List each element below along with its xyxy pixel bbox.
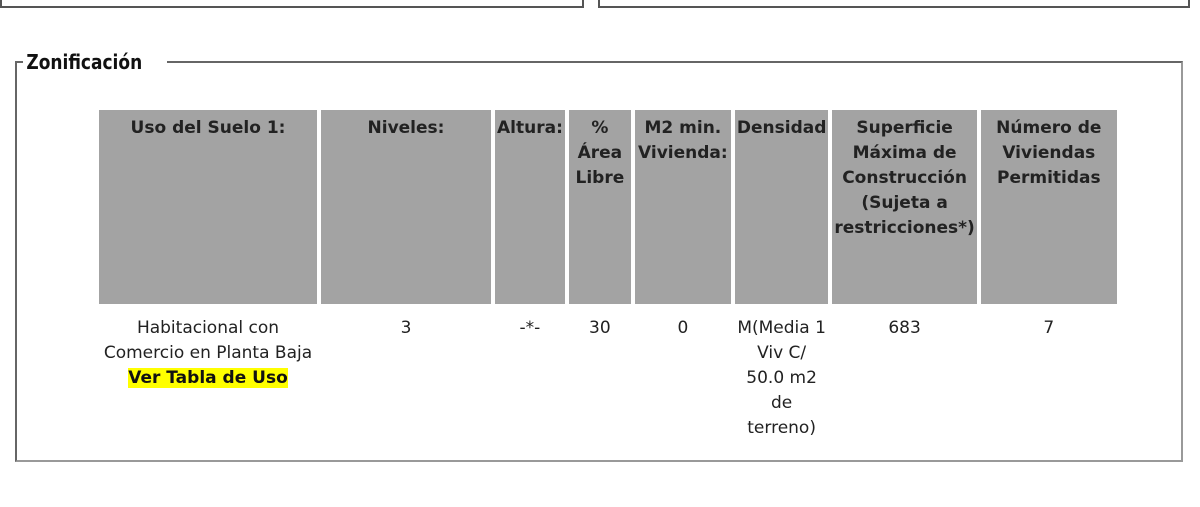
data-cell: 3 bbox=[400, 318, 412, 338]
zoning-table: Uso del Suelo 1: Niveles: Altura: % Área… bbox=[95, 106, 1121, 453]
header-cell: Uso del Suelo 1: bbox=[99, 110, 317, 304]
header-cell: Densidad bbox=[734, 110, 829, 304]
fieldset-legend: Zonificación bbox=[26, 50, 143, 74]
header-cell: Número de Viviendas Permitidas bbox=[980, 110, 1117, 304]
data-cell: 30 bbox=[589, 318, 611, 338]
data-cell: 0 bbox=[677, 318, 689, 338]
data-cell: -*- bbox=[519, 318, 541, 338]
use-table-link[interactable]: Ver Tabla de Uso bbox=[128, 368, 288, 388]
header-row: Uso del Suelo 1: Niveles: Altura: % Área… bbox=[99, 110, 1117, 304]
zoning-fieldset: Zonificación Uso del Suelo 1: Niveles: A… bbox=[15, 50, 1183, 462]
top-left-panel bbox=[0, 0, 584, 8]
data-cell: Habitacional con Comercio en Planta Baja… bbox=[99, 308, 317, 449]
cell-text: Habitacional con Comercio en Planta Baja bbox=[103, 318, 313, 363]
header-cell: Superficie Máxima de Construcción (Sujet… bbox=[832, 110, 977, 304]
top-right-panel bbox=[598, 0, 1190, 8]
data-cell: 7 bbox=[1043, 318, 1055, 338]
header-cell: M2 min. Vivienda: bbox=[634, 110, 731, 304]
data-row: Habitacional con Comercio en Planta Baja… bbox=[99, 308, 1117, 449]
data-cell: 683 bbox=[888, 318, 921, 338]
data-cell: M(Media 1 Viv C/ 50.0 m2 de terreno) bbox=[737, 318, 826, 438]
header-cell: % Área Libre bbox=[568, 110, 631, 304]
header-cell: Niveles: bbox=[321, 110, 491, 304]
header-cell: Altura: bbox=[495, 110, 565, 304]
